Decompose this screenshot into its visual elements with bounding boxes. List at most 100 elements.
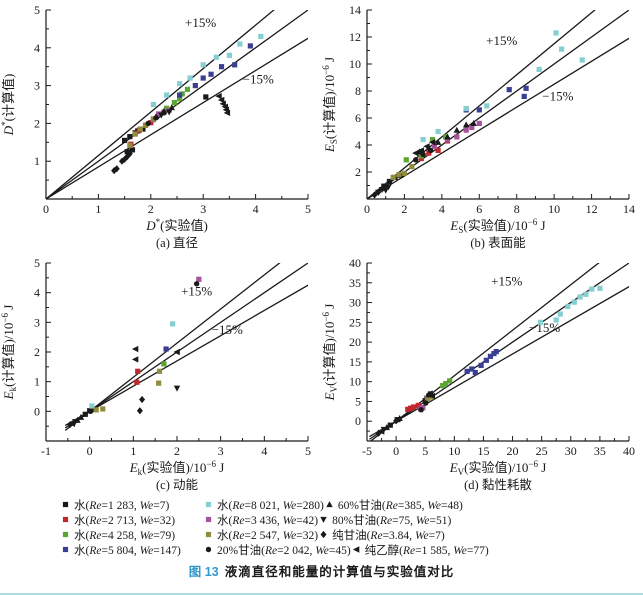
data-point-w5 bbox=[200, 62, 206, 68]
data-point-w5 bbox=[163, 92, 170, 98]
legend-row: 水(Re=5 804, We=147) 20%甘油(Re=2 042, We=45… bbox=[60, 542, 643, 557]
data-point-w5 bbox=[463, 105, 469, 112]
data-point-w2 bbox=[435, 147, 441, 153]
triangle-down-marker-icon bbox=[320, 516, 327, 523]
data-point-w4 bbox=[472, 369, 478, 376]
y-tick-label: 12 bbox=[349, 30, 361, 44]
reference-line bbox=[367, 10, 596, 199]
data-point-w5 bbox=[579, 57, 585, 63]
data-point-w4 bbox=[469, 366, 475, 372]
data-point-g60 bbox=[444, 133, 451, 140]
data-point-w7 bbox=[156, 380, 162, 386]
triangle-left-marker-icon bbox=[352, 546, 359, 553]
square-legend-marker-icon bbox=[205, 501, 212, 508]
data-point-w4 bbox=[483, 357, 489, 363]
x-tick-label: 40 bbox=[623, 444, 635, 458]
data-point-w3 bbox=[447, 378, 453, 384]
legend-item-g60: 60%甘油(Re=385, We=48) bbox=[324, 497, 463, 513]
x-tick-label: 3 bbox=[218, 444, 224, 458]
data-point-g60 bbox=[470, 120, 477, 126]
data-point-w2 bbox=[408, 405, 414, 411]
data-point-w2 bbox=[410, 404, 417, 410]
legend-row: 水(Re=1 283, We=7) 水(Re=8 021, We=280) 60%甘… bbox=[60, 497, 643, 512]
data-point-w2 bbox=[418, 155, 424, 162]
data-point-w1 bbox=[82, 411, 88, 417]
diamond-legend-marker-icon bbox=[320, 530, 327, 539]
data-point-w1 bbox=[127, 134, 133, 140]
triangle-up-legend-marker-icon bbox=[326, 501, 333, 508]
data-point-w4 bbox=[218, 64, 225, 70]
data-point-w7 bbox=[142, 122, 149, 128]
data-point-w3 bbox=[403, 157, 409, 163]
percent-annotation: +15% bbox=[185, 15, 216, 30]
legend-item-w3: 水(Re=4 258, We=79) bbox=[60, 527, 203, 543]
data-point-w4 bbox=[464, 368, 470, 374]
x-tick-label: 5 bbox=[305, 202, 311, 216]
x-tick-label: -5 bbox=[362, 444, 372, 458]
reference-line bbox=[65, 263, 281, 431]
data-point-w5 bbox=[237, 41, 243, 47]
chart-c-svg: -1 0 1 2 3 4 5 0 1 2 3 4 5 +15% −15% Ek(实验值)/10−6 J Ek(计… bbox=[0, 256, 311, 492]
legend-row: 水(Re=2 713, We=32) 水(Re=3 436, We=42) 80%甘… bbox=[60, 512, 643, 527]
legend-item-w6: 水(Re=3 436, We=42) bbox=[203, 512, 318, 528]
data-point-w2 bbox=[134, 379, 140, 385]
y-tick-label: 1 bbox=[34, 375, 40, 389]
y-tick-label: 20 bbox=[349, 335, 361, 349]
triangle-up-marker-icon bbox=[326, 501, 333, 508]
data-point-w5 bbox=[557, 311, 563, 317]
data-point-w5 bbox=[150, 101, 157, 108]
reference-line bbox=[367, 37, 629, 199]
diamond-marker-icon bbox=[320, 530, 327, 539]
data-point-w5 bbox=[435, 128, 441, 135]
data-point-w2 bbox=[148, 120, 154, 126]
subplot-c-kinetic-energy: -1 0 1 2 3 4 5 0 1 2 3 4 5 +15% −15% Ek(实验值)/10−6 J Ek(计… bbox=[0, 253, 321, 495]
x-tick-label: 2 bbox=[148, 202, 154, 216]
square-marker-icon bbox=[62, 516, 69, 523]
legend-label: 水(Re=1 283, We=7) bbox=[74, 499, 170, 512]
data-point-w4 bbox=[476, 107, 482, 113]
caption-text: 液滴直径和能量的计算值与实验值对比 bbox=[224, 565, 455, 579]
legend-label: 80%甘油(Re=75, We=51) bbox=[332, 514, 452, 527]
x-tick-label: 1 bbox=[130, 444, 136, 458]
data-point-g20 bbox=[87, 408, 94, 415]
x-axis-label: EV(实验值)/10−6 J bbox=[449, 459, 547, 477]
y-tick-label: 5 bbox=[34, 3, 40, 17]
x-tick-label: -1 bbox=[41, 444, 51, 458]
y-tick-label: 8 bbox=[355, 84, 361, 98]
data-point-eth bbox=[223, 109, 231, 117]
data-point-g60 bbox=[168, 104, 175, 111]
percent-annotation: −15% bbox=[529, 320, 560, 335]
data-point-w2 bbox=[135, 368, 141, 374]
data-point-eth bbox=[215, 92, 222, 100]
data-point-w7 bbox=[424, 396, 431, 402]
subplot-b-surface-energy: 0 2 4 6 8 10 12 14 2 4 6 8 10 12 14 +15% −15% ES(实验值)/10−… bbox=[321, 0, 643, 253]
y-tick-label: 10 bbox=[349, 375, 361, 389]
data-point-eth bbox=[423, 143, 430, 150]
square-legend-marker-icon bbox=[62, 546, 69, 553]
y-tick-label: 15 bbox=[349, 355, 361, 369]
data-point-eth bbox=[217, 96, 225, 104]
data-point-w7 bbox=[93, 407, 99, 413]
x-tick-label: 4 bbox=[261, 444, 267, 458]
y-tick-label: 40 bbox=[349, 256, 361, 270]
data-point-w4 bbox=[521, 93, 527, 99]
data-point-w2 bbox=[405, 406, 411, 412]
square-legend-marker-icon bbox=[62, 501, 69, 508]
data-point-w1 bbox=[140, 126, 146, 132]
legend-label: 纯甘油(Re=3.84, We=7) bbox=[332, 529, 445, 542]
subplot-title: (d) 黏性耗散 bbox=[464, 477, 532, 492]
x-tick-label: 5 bbox=[422, 444, 428, 458]
legend-label: 60%甘油(Re=385, We=48) bbox=[337, 499, 463, 512]
data-point-w5 bbox=[226, 52, 232, 58]
legend-item-eth: 纯乙醇(Re=1 585, We=77) bbox=[351, 542, 489, 558]
data-point-w1 bbox=[387, 422, 393, 428]
data-point-w5 bbox=[420, 137, 426, 143]
data-point-w5 bbox=[571, 299, 577, 305]
data-point-g60 bbox=[152, 113, 160, 120]
data-point-g20 bbox=[193, 281, 200, 287]
square-legend-marker-icon bbox=[62, 531, 69, 538]
data-point-w6 bbox=[431, 143, 437, 149]
data-point-g20 bbox=[423, 400, 429, 406]
data-point-w5 bbox=[484, 103, 490, 109]
legend-item-g20: 20%甘油(Re=2 042, We=45) bbox=[203, 542, 351, 558]
